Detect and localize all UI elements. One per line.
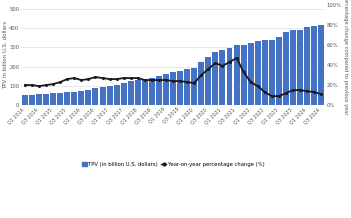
Bar [163, 74, 169, 105]
Bar [191, 68, 197, 105]
Bar [304, 27, 310, 105]
Bar [128, 82, 134, 105]
Bar [71, 92, 77, 105]
Bar [100, 87, 106, 105]
Bar [205, 58, 211, 105]
Bar [290, 30, 296, 105]
Bar [142, 79, 148, 105]
Bar [318, 25, 324, 105]
Bar [212, 52, 218, 105]
Bar [269, 39, 275, 105]
Bar [248, 43, 254, 105]
Bar [170, 72, 176, 105]
Bar [156, 76, 162, 105]
Bar [219, 50, 225, 105]
Bar [177, 71, 183, 105]
Bar [276, 37, 282, 105]
Bar [297, 30, 303, 105]
Bar [311, 26, 317, 105]
Bar [114, 85, 120, 105]
Bar [198, 62, 204, 105]
Bar [149, 78, 155, 105]
Bar [50, 93, 56, 105]
Bar [57, 93, 63, 105]
Bar [64, 92, 70, 105]
Bar [255, 41, 261, 105]
Bar [78, 91, 84, 105]
Bar [43, 94, 49, 105]
Bar [184, 70, 190, 105]
Bar [135, 80, 141, 105]
Bar [226, 48, 232, 105]
Bar [233, 45, 239, 105]
Bar [107, 86, 113, 105]
Bar [121, 83, 127, 105]
Bar [283, 32, 289, 105]
Legend: TPV (in billion U.S. dollars), Year-on-year percentage change (%): TPV (in billion U.S. dollars), Year-on-y… [80, 160, 267, 169]
Bar [29, 95, 35, 105]
Y-axis label: TPV in billion U.S. dollars: TPV in billion U.S. dollars [3, 21, 8, 89]
Bar [241, 45, 247, 105]
Bar [22, 95, 28, 105]
Bar [92, 88, 99, 105]
Bar [85, 90, 91, 105]
Y-axis label: Percentage change compared to previous year: Percentage change compared to previous y… [343, 0, 348, 115]
Bar [262, 40, 268, 105]
Bar [36, 94, 42, 105]
